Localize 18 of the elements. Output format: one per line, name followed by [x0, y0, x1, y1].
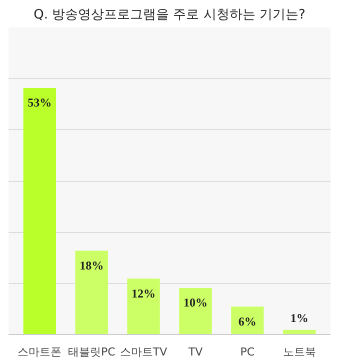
x-tick-label: 스마트폰 — [18, 346, 62, 358]
bar — [127, 278, 160, 334]
x-tick-label: PC — [240, 346, 255, 358]
data-label: 18% — [80, 258, 104, 272]
bar — [23, 88, 56, 334]
x-tick-label: 태블릿PC — [68, 346, 116, 358]
x-tick-label: TV — [187, 346, 204, 358]
bar — [231, 306, 264, 334]
data-label: 1% — [290, 311, 308, 326]
x-tick-label: 스마트TV — [120, 346, 168, 358]
bar — [75, 250, 108, 334]
data-label: 6% — [238, 314, 256, 328]
data-label: 10% — [183, 296, 208, 310]
x-tick-label: 노트북 — [282, 346, 316, 358]
chart-title: Q. 방송영상프로그램을 주로 시청하는 기기는? — [34, 8, 306, 22]
bar — [179, 288, 212, 334]
data-label: 53% — [28, 96, 52, 110]
data-label: 12% — [132, 286, 156, 300]
